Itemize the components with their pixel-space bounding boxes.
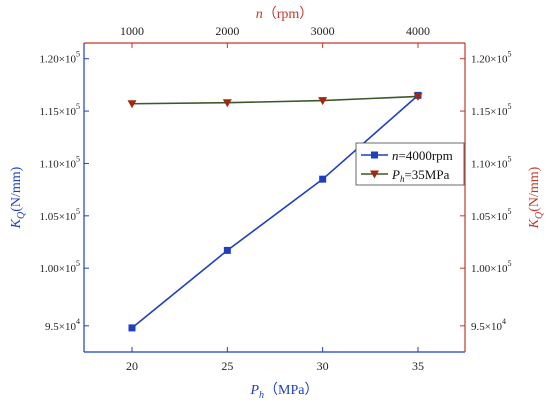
right-tick-label: 1.00×105 bbox=[471, 259, 511, 275]
top-tick-label: 1000 bbox=[120, 24, 144, 38]
data-point bbox=[318, 97, 328, 106]
legend-label-2: Ph=35MPa bbox=[391, 167, 450, 184]
data-point bbox=[127, 100, 137, 109]
legend-label-1: n=4000rpm bbox=[392, 148, 453, 163]
top-tick-label: 4000 bbox=[406, 24, 430, 38]
top-axis-title: n（rpm） bbox=[256, 6, 314, 22]
right-axis-title: KQ(N/mm) bbox=[527, 166, 545, 229]
series-line-2 bbox=[131, 95, 419, 105]
left-tick-label: 1.05×105 bbox=[40, 207, 80, 223]
right-tick-label: 1.10×105 bbox=[471, 154, 511, 170]
series-line-1 bbox=[131, 94, 419, 329]
left-tick-label: 1.00×105 bbox=[40, 259, 80, 275]
left-axis-title: KQ(N/mm) bbox=[9, 166, 27, 229]
data-point bbox=[223, 246, 231, 254]
legend: n=4000rpm Ph=35MPa bbox=[355, 142, 465, 186]
bottom-axis-title: Ph（MPa） bbox=[249, 382, 318, 401]
right-tick-label: 1.15×105 bbox=[471, 102, 511, 118]
bottom-tick-label: 25 bbox=[221, 359, 233, 373]
axes-layer: 20 25 30 35 1000 2000 3000 4000 9.5×104 1.00×105 1… bbox=[9, 6, 545, 401]
bottom-tick-label: 30 bbox=[317, 359, 329, 373]
left-tick-label: 9.5×104 bbox=[45, 317, 80, 333]
left-tick-label: 1.10×105 bbox=[40, 154, 80, 170]
bottom-tick-label: 35 bbox=[412, 359, 424, 373]
top-tick-label: 3000 bbox=[311, 24, 335, 38]
right-tick-label: 1.05×105 bbox=[471, 207, 511, 223]
left-tick-label: 1.15×105 bbox=[40, 102, 80, 118]
left-tick-label: 1.20×105 bbox=[40, 50, 80, 66]
top-tick-label: 2000 bbox=[215, 24, 239, 38]
legend-box bbox=[355, 142, 465, 186]
data-point bbox=[413, 92, 423, 101]
bottom-tick-label: 20 bbox=[126, 359, 138, 373]
data-point bbox=[370, 170, 379, 179]
series-layer bbox=[127, 91, 423, 332]
data-point bbox=[128, 324, 136, 332]
data-point bbox=[222, 99, 232, 108]
data-point bbox=[319, 175, 327, 183]
right-tick-label: 1.20×105 bbox=[471, 50, 511, 66]
right-tick-label: 9.5×104 bbox=[471, 317, 506, 333]
data-point bbox=[371, 151, 378, 159]
